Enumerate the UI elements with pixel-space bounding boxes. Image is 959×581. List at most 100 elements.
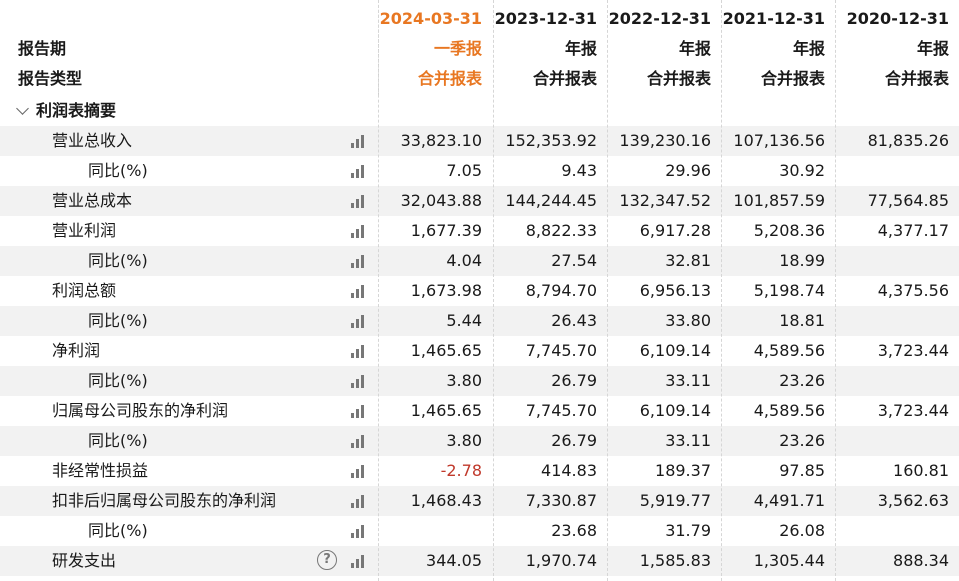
table-row[interactable]: 利润总额 1,673.98 8,794.70 6,956.13 5,198.74 4,37… (0, 276, 959, 306)
row-label: 同比(%) (88, 431, 148, 450)
bar-chart-icon[interactable] (351, 135, 367, 148)
value-cell: 888.34 (893, 551, 949, 570)
value-cell: 33,823.10 (400, 131, 482, 150)
value-cell: 101,857.59 (733, 191, 825, 210)
value-cell: 132,347.52 (619, 191, 711, 210)
table-row[interactable]: 同比(%) 4.04 27.54 32.81 18.99 (0, 246, 959, 276)
value-cell: 6,109.14 (639, 401, 711, 420)
value-cell: 7,330.87 (525, 491, 597, 510)
section-header-income-summary[interactable]: 利润表摘要 (0, 96, 959, 126)
bar-chart-icon[interactable] (351, 465, 367, 478)
column-date: 2021-12-31 (722, 9, 825, 28)
column-header-5[interactable]: 2020-12-31 年报 合并报表 (835, 0, 959, 96)
table-row[interactable]: 同比(%) 3.80 26.79 33.11 23.26 (0, 366, 959, 396)
value-cell: 4.04 (446, 251, 482, 270)
bar-chart-icon[interactable] (351, 285, 367, 298)
column-divider (378, 0, 379, 581)
row-label: 归属母公司股东的净利润 (52, 401, 229, 420)
value-cell: 414.83 (541, 461, 597, 480)
value-cell: 26.43 (551, 311, 597, 330)
value-cell: 144,244.45 (505, 191, 597, 210)
value-cell: 4,375.56 (877, 281, 949, 300)
bar-chart-icon[interactable] (351, 405, 367, 418)
table-row[interactable]: 同比(%) 23.68 31.79 26.08 (0, 516, 959, 546)
value-cell (378, 516, 492, 546)
table-row[interactable]: 净利润 1,465.65 7,745.70 6,109.14 4,589.56 3,723… (0, 336, 959, 366)
row-label: 同比(%) (88, 371, 148, 390)
table-row[interactable]: 营业总成本 32,043.88 144,244.45 132,347.52 101,85… (0, 186, 959, 216)
bar-chart-icon[interactable] (351, 315, 367, 328)
bar-chart-icon[interactable] (351, 255, 367, 268)
row-label: 同比(%) (88, 161, 148, 180)
column-period: 一季报 (433, 39, 482, 58)
value-cell: 5,208.36 (753, 221, 825, 240)
table-row[interactable]: 同比(%) 5.44 26.43 33.80 18.81 (0, 306, 959, 336)
row-label: 研发支出 (52, 551, 117, 570)
value-cell: 9.43 (561, 161, 597, 180)
bar-chart-icon[interactable] (351, 495, 367, 508)
value-cell: 27.54 (551, 251, 597, 270)
value-cell: 6,109.14 (639, 341, 711, 360)
chevron-down-icon[interactable] (16, 102, 29, 115)
row-label: 非经常性损益 (52, 461, 149, 480)
row-label: 扣非后归属母公司股东的净利润 (52, 491, 277, 510)
column-period: 年报 (564, 39, 597, 58)
column-header-2[interactable]: 2023-12-31 年报 合并报表 (493, 0, 607, 96)
table-row[interactable]: 营业利润 1,677.39 8,822.33 6,917.28 5,208.36 4,37… (0, 216, 959, 246)
column-type: 合并报表 (760, 69, 825, 88)
value-cell: 29.96 (665, 161, 711, 180)
value-cell (835, 156, 959, 186)
bar-chart-icon[interactable] (351, 165, 367, 178)
column-header-4[interactable]: 2021-12-31 年报合并报表 (721, 0, 835, 96)
value-cell: 33.11 (665, 371, 711, 390)
column-divider (721, 0, 722, 581)
value-cell: 1,468.43 (410, 491, 482, 510)
question-circle-icon[interactable]: ? (317, 550, 337, 570)
value-cell: 18.81 (779, 311, 825, 330)
table-row[interactable]: 同比(%) 3.80 26.79 33.11 23.26 (0, 426, 959, 456)
row-label: 营业总成本 (52, 191, 133, 210)
table-row[interactable]: 非经常性损益 -2.78 414.83 189.37 97.85 160.81 (0, 456, 959, 486)
bar-chart-icon[interactable] (351, 525, 367, 538)
column-divider (493, 0, 494, 581)
row-label: 营业总收入 (52, 131, 133, 150)
bar-chart-icon[interactable] (351, 195, 367, 208)
value-cell (835, 246, 959, 276)
value-cell (835, 426, 959, 456)
bar-chart-icon[interactable] (351, 375, 367, 388)
table-row[interactable]: 同比(%) 7.05 9.43 29.96 30.92 (0, 156, 959, 186)
value-cell: 3,562.63 (877, 491, 949, 510)
bar-chart-icon[interactable] (351, 555, 367, 568)
row-label: 利润总额 (52, 281, 117, 300)
bar-chart-icon[interactable] (351, 345, 367, 358)
column-period: 年报 (792, 39, 825, 58)
table-row[interactable]: 研发支出? 344.05 1,970.74 1,585.83 1,305.44 888.3… (0, 546, 959, 576)
value-cell: 160.81 (893, 461, 949, 480)
value-cell: 344.05 (426, 551, 482, 570)
bar-chart-icon[interactable] (351, 225, 367, 238)
value-cell: 3,723.44 (877, 401, 949, 420)
value-cell: 4,377.17 (877, 221, 949, 240)
value-cell: 1,677.39 (410, 221, 482, 240)
column-header-1[interactable]: 2024-03-31 一季报 合并报表 (378, 0, 492, 96)
value-cell: 7,745.70 (525, 341, 597, 360)
value-cell: 6,917.28 (639, 221, 711, 240)
value-cell: 107,136.56 (733, 131, 825, 150)
value-cell: 8,794.70 (525, 281, 597, 300)
bar-chart-icon[interactable] (351, 435, 367, 448)
value-cell: 4,491.71 (753, 491, 825, 510)
value-cell: 26.08 (779, 521, 825, 540)
value-cell: 3.80 (446, 371, 482, 390)
row-label: 同比(%) (88, 251, 148, 270)
table-row[interactable]: 归属母公司股东的净利润 1,465.65 7,745.70 6,109.14 4,589… (0, 396, 959, 426)
value-cell: 30.92 (779, 161, 825, 180)
column-date: 2023-12-31 (494, 9, 597, 28)
column-header-3[interactable]: 2022-12-31 年报 合并报表 (607, 0, 721, 96)
report-period-label: 报告期 (18, 39, 67, 58)
value-cell: 97.85 (779, 461, 825, 480)
value-cell: 1,305.44 (753, 551, 825, 570)
value-cell: 5,919.77 (639, 491, 711, 510)
table-row[interactable]: 扣非后归属母公司股东的净利润 1,468.43 7,330.87 5,919.77 4,… (0, 486, 959, 516)
table-row[interactable]: 营业总收入 33,823.10 152,353.92 139,230.16 107,13… (0, 126, 959, 156)
